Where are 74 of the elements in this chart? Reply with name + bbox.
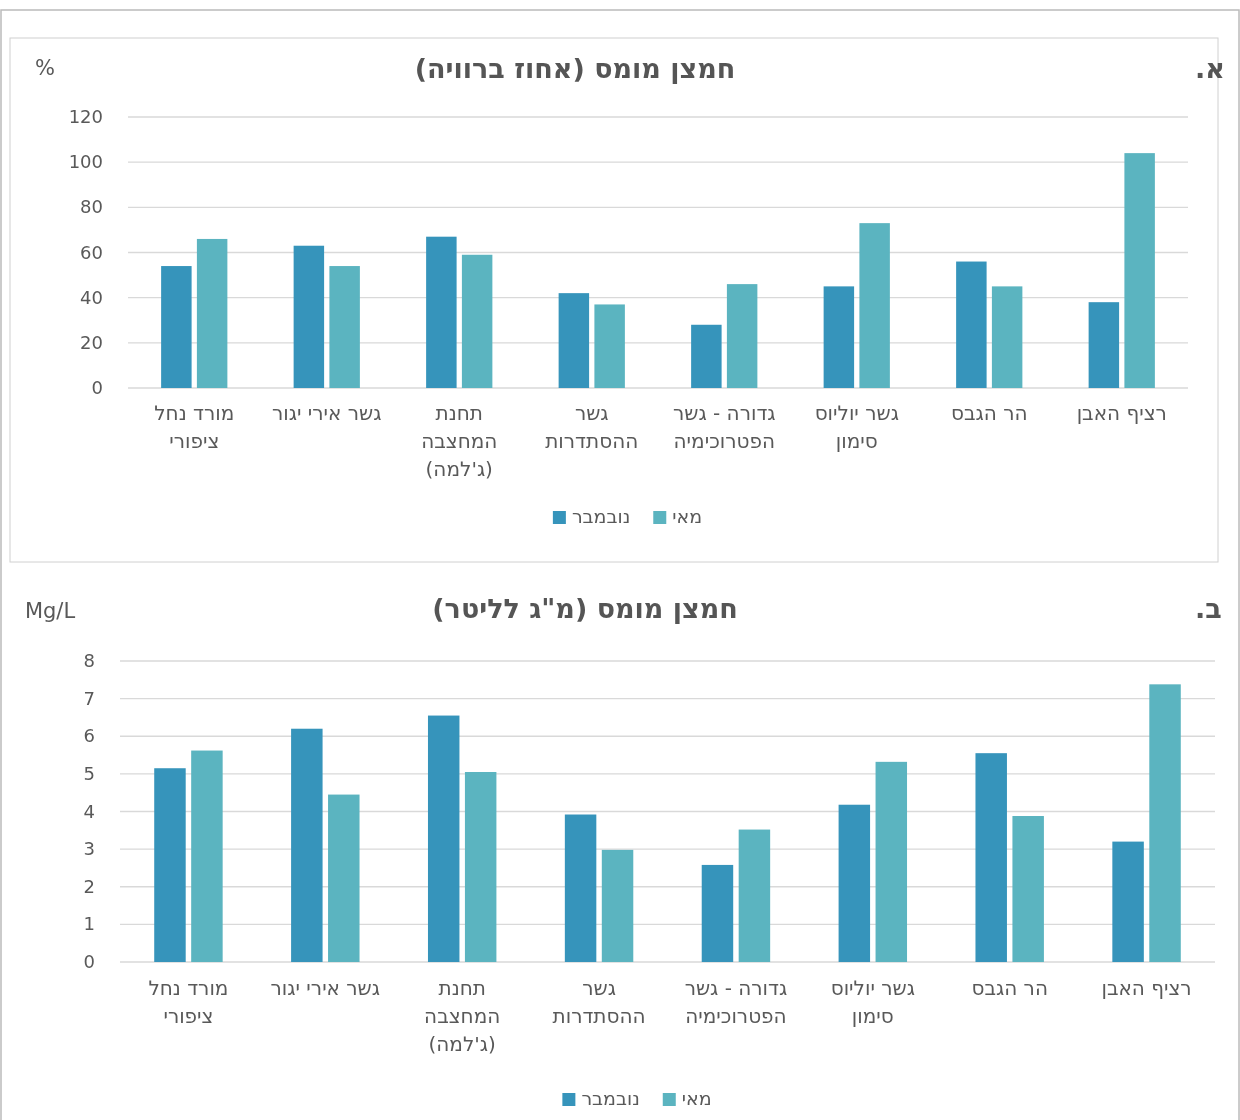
legend-label: נובמבר [581,1087,640,1109]
x-tick-label: תחנת המחצבה (ג'למה) [424,976,501,1056]
bar [1088,302,1120,388]
legend-label: מאי [672,505,703,527]
y-tick-label: 5 [83,762,95,784]
y-axis-title: Mg/L [24,599,76,623]
bar [726,284,758,388]
bar [701,864,734,962]
bar [956,261,987,388]
x-tick-label: מורד נחל ציפורי [154,401,235,453]
text: ב. [1195,593,1222,624]
legend-label: מאי [681,1087,712,1109]
x-tick-label: גשר יוליוס סימון [830,976,915,1028]
y-tick-label: 120 [68,106,103,127]
text: א. [1195,53,1225,84]
y-tick-label: 8 [83,650,95,671]
y-tick-label: 6 [83,725,95,747]
bar [291,728,323,962]
bar [564,814,597,962]
y-tick-label: 80 [80,196,103,218]
x-tick-label: הר הגבס [950,401,1028,425]
x-tick-label: מורד נחל ציפורי [148,976,229,1028]
y-tick-label: 7 [83,687,95,709]
bar [594,304,625,388]
bar [461,254,493,388]
x-tick-label: גשר אירי יגור [272,401,382,425]
bar [1012,816,1044,962]
x-tick-label: גשר יוליוס סימון [814,401,899,453]
y-tick-label: 100 [68,151,103,173]
bar [823,286,855,388]
x-tick-label: גשר ההסתדרות [552,976,646,1028]
chart-title: חמצן מומס (אחוז ברוויה) [414,53,736,84]
bar [161,266,192,388]
bar [1112,841,1144,962]
bar [464,771,497,962]
y-axis-title: % [35,56,55,80]
x-tick-label: גשר אירי יגור [270,976,381,1000]
x-tick-label: הר הגבס [971,976,1048,1000]
y-tick-label: 20 [80,331,103,353]
bar [293,245,325,388]
y-tick-label: 4 [83,800,95,822]
x-tick-label: גדורה - גשר הפטרוכימיה [684,976,788,1028]
bar [1149,684,1181,962]
x-tick-label: רציף האבן [1101,976,1192,1000]
bar [601,849,634,962]
bar [154,768,186,962]
bar [1124,153,1155,388]
y-tick-label: 60 [80,241,103,263]
bar [426,236,457,388]
x-tick-label: רציף האבן [1076,401,1167,425]
y-tick-label: 2 [83,875,95,897]
bar [838,804,871,962]
y-tick-label: 1 [83,913,95,935]
bar [859,223,890,388]
y-tick-label: 0 [91,377,103,398]
y-tick-label: 3 [83,838,95,860]
bar [991,286,1023,388]
legend-label: נובמבר [571,505,631,527]
bar [975,753,1007,962]
x-tick-label: גשר ההסתדרות [545,401,639,453]
bar [191,750,223,962]
x-tick-label: תחנת המחצבה (ג'למה) [421,401,498,481]
bar [328,794,360,962]
bar [329,266,360,388]
bar [427,715,460,962]
bar [691,324,722,388]
bar [875,761,908,962]
bar [738,829,771,962]
y-tick-label: 0 [83,951,95,972]
bar [558,293,590,388]
x-tick-label: גדורה - גשר הפטרוכימיה [672,401,776,453]
bar [196,238,228,388]
y-tick-label: 40 [80,286,103,308]
chart-title: חמצן מומס (מ"ג לליטר) [432,593,738,624]
